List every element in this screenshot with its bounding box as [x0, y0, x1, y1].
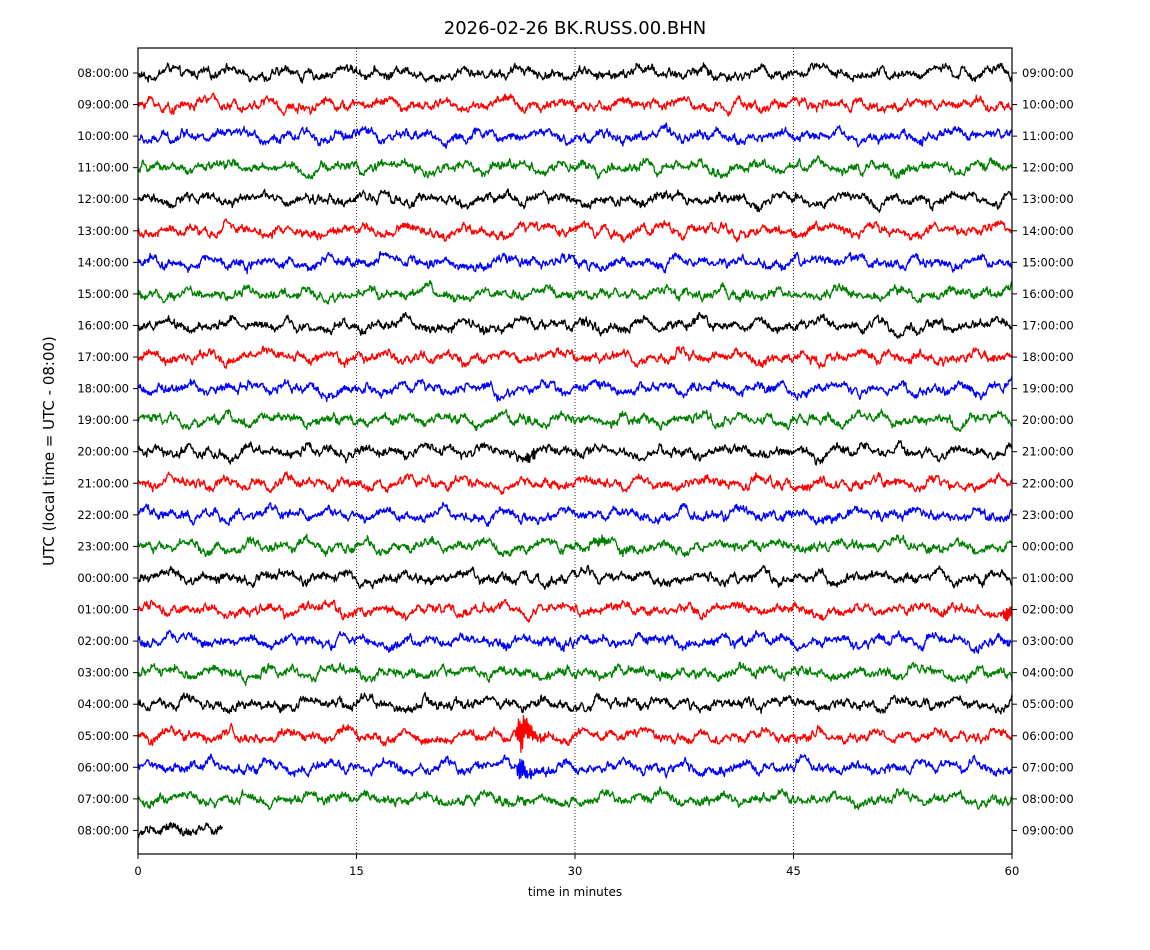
- left-time-label: 18:00:00: [77, 382, 129, 396]
- right-time-label: 21:00:00: [1022, 445, 1074, 459]
- trace-100000-2: [137, 122, 1013, 150]
- left-time-label: 04:00:00: [77, 697, 129, 711]
- left-time-label: 06:00:00: [77, 760, 129, 774]
- right-time-label: 07:00:00: [1022, 760, 1074, 774]
- trace-010000-17: [137, 598, 1013, 623]
- left-time-label: 23:00:00: [77, 539, 129, 553]
- left-axis: 08:00:00 09:00:00 10:00:00 11:00:00 12:00:00…: [77, 66, 138, 837]
- left-time-label: 17:00:00: [77, 350, 129, 364]
- right-time-label: 10:00:00: [1022, 98, 1074, 112]
- x-tick-label-60: 60: [1005, 864, 1020, 878]
- trace-220000-14: [137, 501, 1013, 527]
- trace-140000-6: [137, 250, 1013, 275]
- trace-160000-8: [137, 311, 1013, 339]
- left-time-label: 16:00:00: [77, 318, 129, 332]
- trace-090000-1: [137, 92, 1013, 117]
- right-time-label: 03:00:00: [1022, 634, 1074, 648]
- right-time-label: 20:00:00: [1022, 413, 1074, 427]
- left-time-label: 02:00:00: [77, 634, 129, 648]
- left-time-label: 13:00:00: [77, 224, 129, 238]
- trace-130000-5: [137, 218, 1013, 243]
- trace-020000-18: [137, 629, 1013, 654]
- trace-150000-7: [137, 279, 1013, 305]
- left-time-label: 05:00:00: [77, 729, 129, 743]
- right-time-label: 04:00:00: [1022, 666, 1074, 680]
- left-time-label: 14:00:00: [77, 255, 129, 269]
- left-time-label: 01:00:00: [77, 603, 129, 617]
- right-time-label: 12:00:00: [1022, 161, 1074, 175]
- trace-060000-22: [137, 753, 1013, 780]
- trace-080000-0: [137, 62, 1013, 84]
- left-time-label: 09:00:00: [77, 98, 129, 112]
- left-time-label: 03:00:00: [77, 666, 129, 680]
- x-axis-label: time in minutes: [528, 885, 622, 899]
- left-time-label: 00:00:00: [77, 571, 129, 585]
- x-tick-label-45: 45: [786, 864, 801, 878]
- right-time-label: 06:00:00: [1022, 729, 1074, 743]
- trace-210000-13: [137, 471, 1013, 496]
- left-time-label: 20:00:00: [77, 445, 129, 459]
- left-time-label: 08:00:00: [77, 66, 129, 80]
- trace-170000-9: [137, 345, 1013, 370]
- trace-080000-24: [137, 821, 224, 839]
- right-time-label: 23:00:00: [1022, 508, 1074, 522]
- left-time-label: 08:00:00: [77, 823, 129, 837]
- right-time-label: 09:00:00: [1022, 823, 1074, 837]
- left-time-label: 21:00:00: [77, 476, 129, 490]
- x-tick-label-30: 30: [568, 864, 583, 878]
- right-time-label: 15:00:00: [1022, 255, 1074, 269]
- right-time-label: 19:00:00: [1022, 382, 1074, 396]
- right-time-label: 18:00:00: [1022, 350, 1074, 364]
- right-time-label: 16:00:00: [1022, 287, 1074, 301]
- x-tick-label-15: 15: [349, 864, 364, 878]
- right-time-label: 11:00:00: [1022, 129, 1074, 143]
- trace-070000-23: [137, 786, 1013, 811]
- right-time-label: 14:00:00: [1022, 224, 1074, 238]
- right-time-label: 13:00:00: [1022, 192, 1074, 206]
- left-time-label: 07:00:00: [77, 792, 129, 806]
- trace-110000-3: [137, 155, 1013, 180]
- trace-000000-16: [137, 564, 1013, 590]
- left-time-label: 15:00:00: [77, 287, 129, 301]
- trace-030000-19: [137, 661, 1013, 687]
- right-time-label: 08:00:00: [1022, 792, 1074, 806]
- x-axis: 0 15 30 45 60: [134, 854, 1019, 878]
- trace-190000-11: [137, 408, 1013, 433]
- right-time-label: 05:00:00: [1022, 697, 1074, 711]
- trace-230000-15: [137, 533, 1013, 558]
- chart-title: 2026-02-26 BK.RUSS.00.BHN: [444, 18, 706, 39]
- right-time-label: 22:00:00: [1022, 476, 1074, 490]
- right-time-label: 00:00:00: [1022, 539, 1074, 553]
- left-time-label: 11:00:00: [77, 161, 129, 175]
- trace-200000-12: [137, 440, 1013, 466]
- left-time-label: 22:00:00: [77, 508, 129, 522]
- y-axis-label: UTC (local time = UTC - 08:00): [40, 336, 58, 566]
- right-time-label: 01:00:00: [1022, 571, 1074, 585]
- right-time-label: 09:00:00: [1022, 66, 1074, 80]
- trace-050000-21: [137, 715, 1013, 753]
- left-time-label: 19:00:00: [77, 413, 129, 427]
- trace-040000-20: [137, 691, 1013, 715]
- left-time-label: 12:00:00: [77, 192, 129, 206]
- right-axis: 09:00:00 10:00:00 11:00:00 12:00:00 13:00:00…: [1012, 66, 1074, 837]
- left-time-label: 10:00:00: [77, 129, 129, 143]
- right-time-label: 02:00:00: [1022, 603, 1074, 617]
- trace-180000-10: [137, 376, 1013, 403]
- trace-120000-4: [137, 188, 1013, 213]
- x-tick-label-0: 0: [134, 864, 141, 878]
- right-time-label: 17:00:00: [1022, 318, 1074, 332]
- trace-group: [137, 62, 1013, 839]
